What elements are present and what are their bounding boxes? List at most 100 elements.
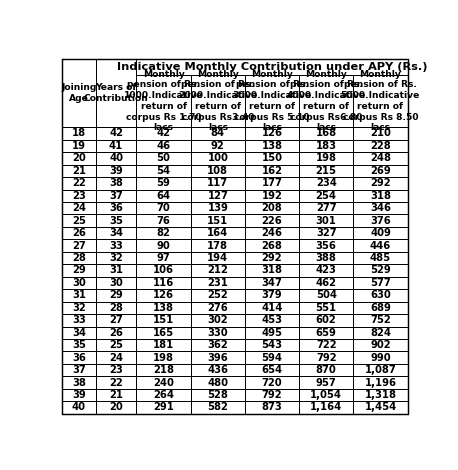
Text: 34: 34	[72, 328, 86, 338]
Bar	[62, 177, 96, 189]
Bar	[191, 389, 245, 401]
Bar	[299, 202, 353, 214]
Bar	[191, 314, 245, 327]
Bar	[191, 75, 245, 127]
Text: 301: 301	[316, 216, 337, 226]
Bar	[353, 189, 408, 202]
Text: Monthly
pension of Rs.
4000.Indicative
return of
corpus Rs6.80
lacs: Monthly pension of Rs. 4000.Indicative r…	[287, 70, 366, 133]
Bar	[353, 75, 408, 127]
Text: 26: 26	[72, 228, 86, 238]
Bar	[299, 364, 353, 376]
Text: Indicative Monthly Contribution under APY (Rs.): Indicative Monthly Contribution under AP…	[117, 62, 427, 72]
Text: 824: 824	[370, 328, 391, 338]
Bar	[353, 152, 408, 164]
Bar	[96, 314, 136, 327]
Text: 654: 654	[262, 365, 283, 375]
Text: 29: 29	[109, 290, 123, 300]
Text: 485: 485	[370, 253, 391, 263]
Text: 25: 25	[72, 216, 86, 226]
Bar	[191, 177, 245, 189]
Bar	[96, 202, 136, 214]
Text: 480: 480	[207, 377, 228, 388]
Bar	[245, 164, 299, 177]
Text: 957: 957	[316, 377, 337, 388]
Text: 39: 39	[109, 166, 123, 176]
Text: 76: 76	[157, 216, 170, 226]
Bar	[353, 140, 408, 152]
Bar	[136, 60, 408, 75]
Bar	[62, 401, 96, 414]
Bar	[96, 376, 136, 389]
Text: 215: 215	[316, 166, 337, 176]
Bar	[191, 127, 245, 140]
Text: 543: 543	[262, 340, 283, 350]
Bar	[299, 352, 353, 364]
Text: 376: 376	[370, 216, 391, 226]
Bar	[245, 127, 299, 140]
Bar	[191, 264, 245, 277]
Bar	[353, 227, 408, 239]
Text: 181: 181	[153, 340, 174, 350]
Text: 31: 31	[109, 266, 123, 275]
Bar	[62, 339, 96, 352]
Text: 27: 27	[109, 315, 123, 325]
Text: 26: 26	[109, 328, 123, 338]
Text: 414: 414	[262, 303, 283, 313]
Bar	[299, 314, 353, 327]
Text: 70: 70	[157, 203, 170, 213]
Text: 356: 356	[316, 241, 337, 251]
Bar	[62, 214, 96, 227]
Text: 529: 529	[370, 266, 391, 275]
Bar	[96, 302, 136, 314]
Bar	[245, 239, 299, 252]
Text: 1,087: 1,087	[365, 365, 396, 375]
Text: 40: 40	[109, 153, 123, 164]
Text: 36: 36	[109, 203, 123, 213]
Bar	[136, 352, 191, 364]
Text: 1,454: 1,454	[364, 402, 397, 413]
Bar	[136, 227, 191, 239]
Bar	[299, 327, 353, 339]
Text: 240: 240	[153, 377, 174, 388]
Bar	[62, 364, 96, 376]
Bar	[136, 401, 191, 414]
Text: 126: 126	[153, 290, 174, 300]
Bar	[62, 314, 96, 327]
Text: 870: 870	[316, 365, 337, 375]
Bar	[191, 202, 245, 214]
Text: 462: 462	[316, 278, 337, 288]
Bar	[191, 364, 245, 376]
Text: 151: 151	[153, 315, 174, 325]
Bar	[299, 227, 353, 239]
Bar	[191, 189, 245, 202]
Text: 37: 37	[72, 365, 86, 375]
Text: 198: 198	[153, 352, 174, 363]
Text: 722: 722	[316, 340, 337, 350]
Bar	[353, 202, 408, 214]
Bar	[299, 164, 353, 177]
Text: Monthly
pension of Rs.
3000.Indicative
return of
corpus Rs 5.10
lacs: Monthly pension of Rs. 3000.Indicative r…	[232, 70, 312, 133]
Text: 388: 388	[316, 253, 337, 263]
Bar	[96, 277, 136, 289]
Bar	[96, 389, 136, 401]
Bar	[96, 164, 136, 177]
Text: 446: 446	[370, 241, 391, 251]
Bar	[62, 376, 96, 389]
Text: 42: 42	[109, 128, 123, 139]
Text: 234: 234	[316, 178, 337, 188]
Text: 436: 436	[207, 365, 228, 375]
Bar	[191, 214, 245, 227]
Bar	[96, 127, 136, 140]
Text: 28: 28	[109, 303, 123, 313]
Bar	[62, 264, 96, 277]
Bar	[245, 339, 299, 352]
Text: 27: 27	[72, 241, 86, 251]
Text: 20: 20	[72, 153, 86, 164]
Text: 54: 54	[157, 166, 171, 176]
Bar	[299, 239, 353, 252]
Bar	[191, 227, 245, 239]
Bar	[245, 264, 299, 277]
Text: 362: 362	[207, 340, 228, 350]
Bar	[299, 376, 353, 389]
Bar	[191, 164, 245, 177]
